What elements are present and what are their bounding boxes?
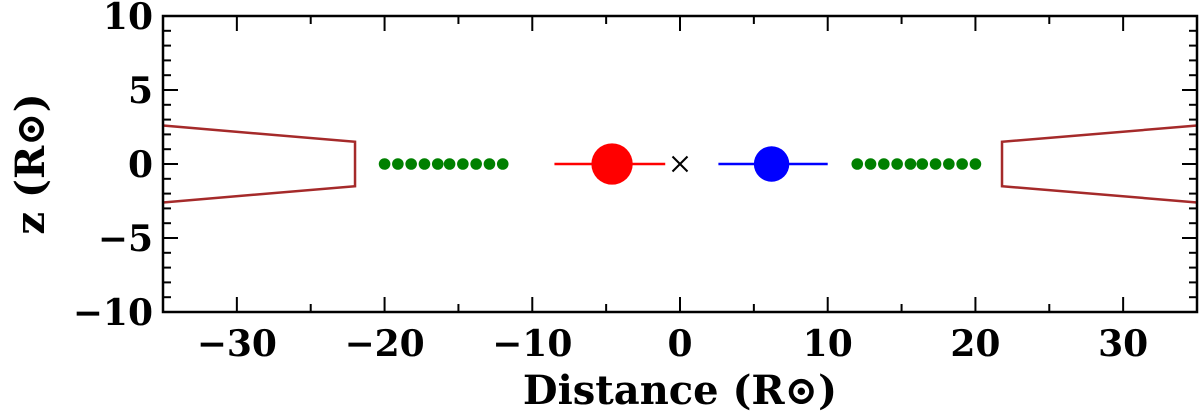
x-tick-label: −30 [197, 323, 277, 365]
x-tick-label: −10 [492, 323, 572, 365]
series-1-point [483, 158, 496, 170]
series-2-point [943, 158, 955, 170]
series-1-point [378, 158, 391, 170]
disk-outline-2 [1000, 124, 1198, 204]
series-2-point [969, 158, 982, 170]
y-tick-label: −5 [98, 218, 153, 260]
x-tick-label: 10 [803, 323, 853, 365]
star-1 [591, 143, 633, 185]
y-axis-title: z (R⊙) [7, 93, 54, 234]
x-tick-label: −20 [344, 323, 424, 365]
series-2-point [878, 158, 890, 170]
y-tick-label: 5 [128, 70, 153, 112]
series-2-point [891, 158, 903, 170]
y-tick-label: 10 [103, 0, 153, 38]
y-tick-labels: −10 −5 0 5 10 [73, 0, 153, 334]
series-2-point [916, 158, 929, 170]
x-tick-label: 20 [950, 323, 1000, 365]
series-1-point [457, 158, 469, 170]
series-1-point [431, 158, 444, 170]
y-tick-label: 0 [128, 144, 153, 186]
series-1-point [418, 158, 431, 170]
x-axis-title: Distance (R⊙) [523, 367, 837, 414]
x-tick-label: 0 [667, 323, 692, 365]
series-2-point [929, 158, 942, 170]
series-2-point [904, 158, 917, 170]
disk-outline-1 [162, 124, 357, 204]
plot-marks [162, 124, 1198, 204]
star-2 [753, 146, 790, 182]
x-tick-labels: −30 −20 −10 0 10 20 30 [197, 323, 1148, 365]
series-2-point [851, 158, 864, 170]
series-1-point [405, 158, 417, 170]
series-1-point [496, 158, 509, 170]
center-of-mass-stroke [671, 155, 689, 173]
x-tick-label: 30 [1098, 323, 1148, 365]
series-1-point [392, 158, 404, 170]
axis-ticks [162, 15, 1198, 313]
y-tick-label: −10 [73, 292, 153, 334]
series-1-point [470, 158, 482, 170]
center-of-mass-marker [671, 155, 689, 173]
series-2-point [956, 158, 968, 170]
series-2-point [864, 158, 877, 170]
series-1-point [443, 158, 456, 170]
